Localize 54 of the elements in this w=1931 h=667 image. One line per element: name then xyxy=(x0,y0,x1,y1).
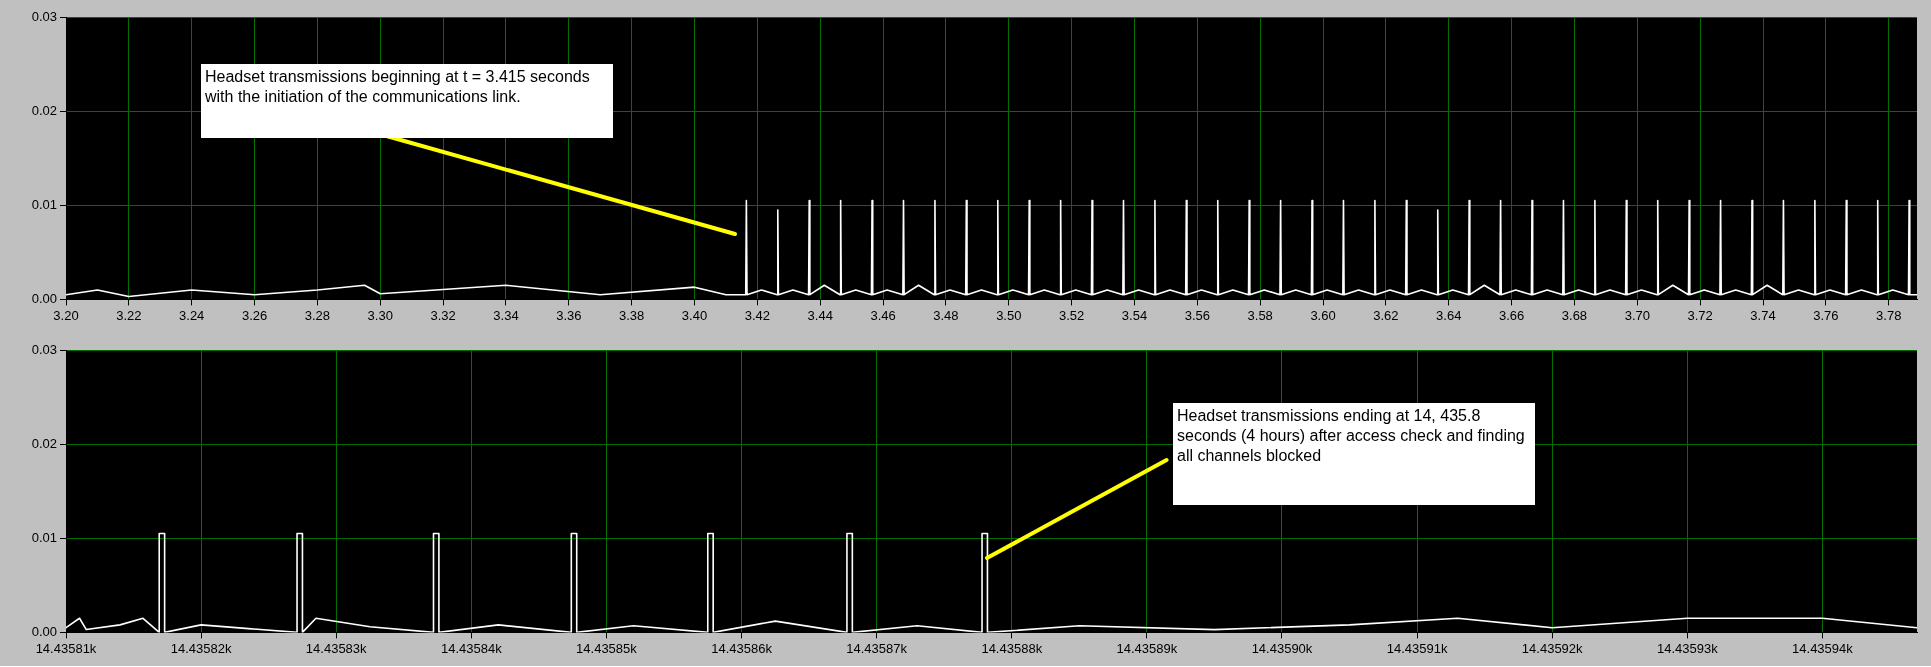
x-tick-label: 14.43590k xyxy=(1251,640,1313,656)
x-tick-label: 14.43588k xyxy=(981,640,1043,656)
x-tick-label: 3.60 xyxy=(1310,307,1336,323)
x-tick-label: 14.43593k xyxy=(1656,640,1719,656)
x-tick-label: 3.70 xyxy=(1624,307,1650,323)
callout-box: Headset transmissions ending at 14, 435.8 seconds (4 hours) after access check and finding all channels blocked xyxy=(1173,403,1535,505)
x-tick-label: 3.36 xyxy=(556,307,582,323)
x-tick-label: 3.34 xyxy=(493,307,519,323)
x-tick-label: 3.28 xyxy=(304,307,331,323)
x-tick-label: 3.50 xyxy=(996,307,1022,323)
x-tick-label: 3.30 xyxy=(367,307,393,323)
callout-box: Headset transmissions beginning at t = 3.415 seconds with the initiation of the communications link. xyxy=(201,64,613,138)
x-tick-label: 3.66 xyxy=(1498,307,1525,323)
y-tick-label: 0.02 xyxy=(31,435,57,451)
x-tick-label: 3.74 xyxy=(1750,307,1776,323)
x-tick-label: 3.58 xyxy=(1247,307,1273,323)
x-tick-label: 14.43591k xyxy=(1386,640,1448,656)
x-tick-label: 14.43584k xyxy=(440,640,503,656)
x-tick-label: 3.38 xyxy=(619,307,645,323)
x-tick-label: 3.40 xyxy=(681,307,708,323)
y-tick-label: 0.01 xyxy=(31,529,57,545)
x-tick-label: 3.42 xyxy=(744,307,771,323)
x-tick-label: 3.78 xyxy=(1876,307,1902,323)
x-tick-label: 3.62 xyxy=(1373,307,1399,323)
x-tick-label: 3.68 xyxy=(1561,307,1588,323)
x-tick-label: 3.26 xyxy=(241,307,268,323)
x-tick-label: 3.20 xyxy=(53,307,79,323)
x-tick-label: 14.43585k xyxy=(576,640,638,656)
x-tick-label: 3.72 xyxy=(1687,307,1713,323)
x-tick-label: 3.32 xyxy=(430,307,456,323)
x-tick-label: 3.76 xyxy=(1813,307,1839,323)
x-tick-label: 3.24 xyxy=(179,307,205,323)
x-tick-label: 14.43587k xyxy=(846,640,908,656)
y-tick-label: 0.01 xyxy=(31,196,57,212)
y-tick-label: 0.00 xyxy=(31,290,57,306)
x-tick-label: 14.43582k xyxy=(170,640,232,656)
x-tick-label: 3.48 xyxy=(933,307,959,323)
x-tick-label: 3.54 xyxy=(1121,307,1148,323)
x-tick-label: 3.52 xyxy=(1058,307,1085,323)
x-tick-label: 3.44 xyxy=(807,307,833,323)
y-tick-label: 0.00 xyxy=(31,623,57,639)
y-tick-label: 0.03 xyxy=(31,341,57,357)
x-tick-label: 3.56 xyxy=(1184,307,1210,323)
x-tick-label: 14.43594k xyxy=(1792,640,1854,656)
y-tick-label: 0.03 xyxy=(31,8,57,24)
y-tick-label: 0.02 xyxy=(31,102,57,118)
x-tick-label: 14.43583k xyxy=(305,640,368,656)
x-tick-label: 14.43586k xyxy=(711,640,773,656)
x-tick-label: 3.64 xyxy=(1436,307,1462,323)
x-tick-label: 14.43581k xyxy=(35,640,97,656)
x-tick-label: 14.43592k xyxy=(1521,640,1584,656)
x-tick-label: 14.43589k xyxy=(1116,640,1178,656)
x-tick-label: 3.22 xyxy=(116,307,142,323)
x-tick-label: 3.46 xyxy=(870,307,896,323)
